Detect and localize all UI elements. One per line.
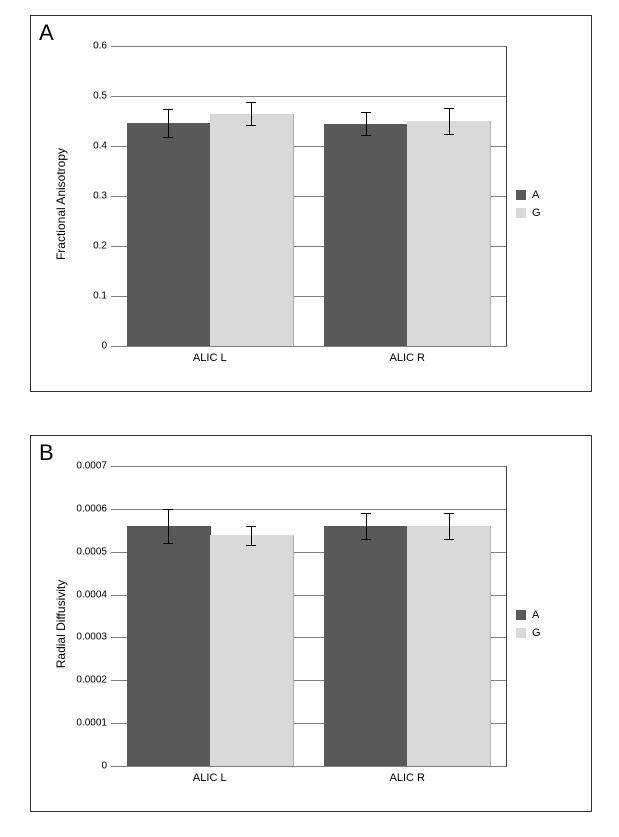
panel-a-plot-area: 00.10.20.30.40.50.6ALIC LALIC R bbox=[111, 46, 507, 347]
error-bar bbox=[449, 108, 450, 134]
error-cap bbox=[361, 112, 371, 113]
ytick-label: 0.0006 bbox=[76, 503, 107, 514]
error-cap bbox=[246, 545, 256, 546]
panel-a-label: A bbox=[39, 20, 54, 46]
legend-swatch-g bbox=[516, 208, 526, 218]
error-bar bbox=[168, 509, 169, 543]
panel-b-label: B bbox=[39, 440, 54, 466]
bar-G bbox=[210, 535, 294, 766]
ytick-label: 0.0007 bbox=[76, 461, 107, 472]
error-cap bbox=[246, 102, 256, 103]
bar-A bbox=[324, 526, 408, 766]
legend-item-a: A bbox=[516, 189, 541, 201]
panel-b-plot-area: 00.00010.00020.00030.00040.00050.00060.0… bbox=[111, 466, 507, 767]
bar-A bbox=[127, 123, 211, 347]
error-cap bbox=[246, 125, 256, 126]
legend-label-g: G bbox=[532, 627, 541, 639]
panel-a: A Fractional Anisotropy 00.10.20.30.40.5… bbox=[30, 15, 592, 392]
ytick-label: 0 bbox=[101, 341, 107, 352]
error-cap bbox=[163, 109, 173, 110]
xtick-label: ALIC L bbox=[193, 772, 227, 784]
error-cap bbox=[444, 513, 454, 514]
bar-G bbox=[407, 121, 491, 347]
error-bar bbox=[251, 526, 252, 545]
ytick-label: 0.5 bbox=[93, 91, 107, 102]
xtick-label: ALIC R bbox=[390, 772, 425, 784]
panel-a-ylabel: Fractional Anisotropy bbox=[54, 147, 68, 259]
error-bar bbox=[168, 109, 169, 137]
legend-swatch-g bbox=[516, 628, 526, 638]
bar-A bbox=[127, 526, 211, 766]
ytick-label: 0.0003 bbox=[76, 632, 107, 643]
ytick-label: 0.3 bbox=[93, 191, 107, 202]
bar-A bbox=[324, 124, 408, 347]
legend-item-a: A bbox=[516, 609, 541, 621]
error-cap bbox=[361, 135, 371, 136]
panel-b-legend: A G bbox=[516, 603, 541, 645]
ytick-label: 0 bbox=[101, 761, 107, 772]
error-cap bbox=[361, 513, 371, 514]
error-cap bbox=[163, 509, 173, 510]
panel-a-legend: A G bbox=[516, 183, 541, 225]
legend-swatch-a bbox=[516, 190, 526, 200]
xtick-label: ALIC R bbox=[390, 352, 425, 364]
legend-label-a: A bbox=[532, 609, 539, 621]
legend-label-g: G bbox=[532, 207, 541, 219]
error-cap bbox=[444, 108, 454, 109]
panel-b-ylabel: Radial Diffusivity bbox=[54, 579, 68, 667]
gridline bbox=[111, 466, 506, 467]
error-bar bbox=[449, 513, 450, 539]
ytick-label: 0.6 bbox=[93, 41, 107, 52]
error-cap bbox=[361, 539, 371, 540]
error-cap bbox=[163, 137, 173, 138]
ytick-label: 0.0004 bbox=[76, 589, 107, 600]
bar-G bbox=[407, 526, 491, 766]
legend-item-g: G bbox=[516, 627, 541, 639]
error-cap bbox=[444, 539, 454, 540]
ytick-label: 0.0005 bbox=[76, 546, 107, 557]
ytick-label: 0.4 bbox=[93, 141, 107, 152]
ytick-label: 0.2 bbox=[93, 241, 107, 252]
page: A Fractional Anisotropy 00.10.20.30.40.5… bbox=[0, 0, 619, 837]
legend-item-g: G bbox=[516, 207, 541, 219]
error-bar bbox=[366, 513, 367, 539]
ytick-label: 0.0001 bbox=[76, 718, 107, 729]
error-cap bbox=[444, 134, 454, 135]
error-bar bbox=[251, 102, 252, 125]
panel-b: B Radial Diffusivity 00.00010.00020.0003… bbox=[30, 435, 592, 812]
bar-G bbox=[210, 114, 294, 347]
legend-label-a: A bbox=[532, 189, 539, 201]
error-bar bbox=[366, 112, 367, 135]
error-cap bbox=[163, 543, 173, 544]
ytick-label: 0.0002 bbox=[76, 675, 107, 686]
legend-swatch-a bbox=[516, 610, 526, 620]
error-cap bbox=[246, 526, 256, 527]
ytick-label: 0.1 bbox=[93, 291, 107, 302]
gridline bbox=[111, 96, 506, 97]
gridline bbox=[111, 46, 506, 47]
xtick-label: ALIC L bbox=[193, 352, 227, 364]
